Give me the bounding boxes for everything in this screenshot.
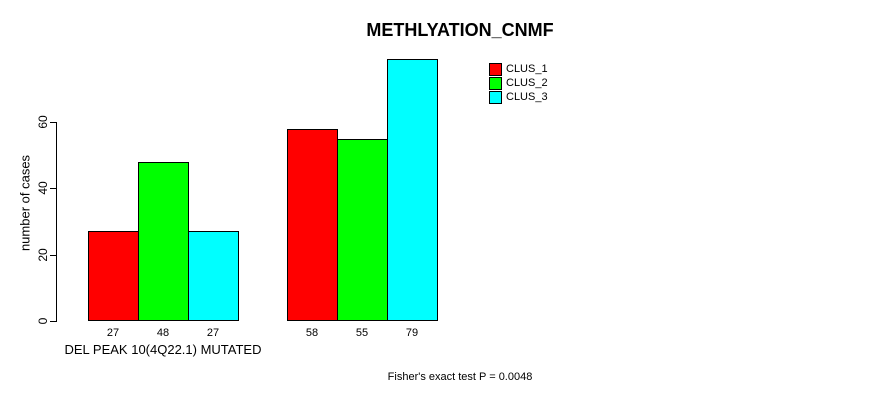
legend-swatch — [489, 63, 502, 76]
bar — [188, 231, 239, 321]
y-axis-tick-label: 40 — [36, 181, 50, 195]
bar-value-label: 48 — [156, 327, 170, 339]
y-axis-label: number of cases — [17, 154, 33, 252]
bar — [387, 59, 438, 321]
legend-item: CLUS_1 — [489, 63, 548, 76]
y-axis-line — [56, 122, 57, 322]
legend-swatch — [489, 77, 502, 90]
bar-value-label: 79 — [405, 327, 419, 339]
bar-value-label: 27 — [206, 327, 220, 339]
bar — [337, 139, 388, 321]
fisher-test-annotation: Fisher's exact test P = 0.0048 — [387, 371, 533, 383]
bar-value-label: 55 — [355, 327, 369, 339]
bar — [88, 231, 139, 321]
legend-item: CLUS_2 — [489, 77, 548, 90]
y-axis-tick-label: 20 — [36, 248, 50, 262]
bar — [138, 162, 189, 321]
y-axis-tick — [50, 255, 57, 256]
legend: CLUS_1 CLUS_2 CLUS_3 — [489, 63, 548, 105]
legend-item: CLUS_3 — [489, 91, 548, 104]
legend-label: CLUS_2 — [506, 77, 548, 89]
bar-value-label: 58 — [305, 327, 319, 339]
x-axis-label: DEL PEAK 10(4Q22.1) MUTATED — [64, 342, 262, 357]
y-axis-tick — [50, 188, 57, 189]
legend-swatch — [489, 91, 502, 104]
y-axis-tick-label: 0 — [36, 317, 50, 325]
y-axis-tick — [50, 321, 57, 322]
y-axis-tick — [50, 122, 57, 123]
legend-label: CLUS_3 — [506, 91, 548, 103]
legend-label: CLUS_1 — [506, 63, 548, 75]
y-axis-tick-label: 60 — [36, 115, 50, 129]
bar — [287, 129, 338, 321]
bar-value-label: 27 — [106, 327, 120, 339]
chart-title: METHLYATION_CNMF — [366, 20, 554, 40]
